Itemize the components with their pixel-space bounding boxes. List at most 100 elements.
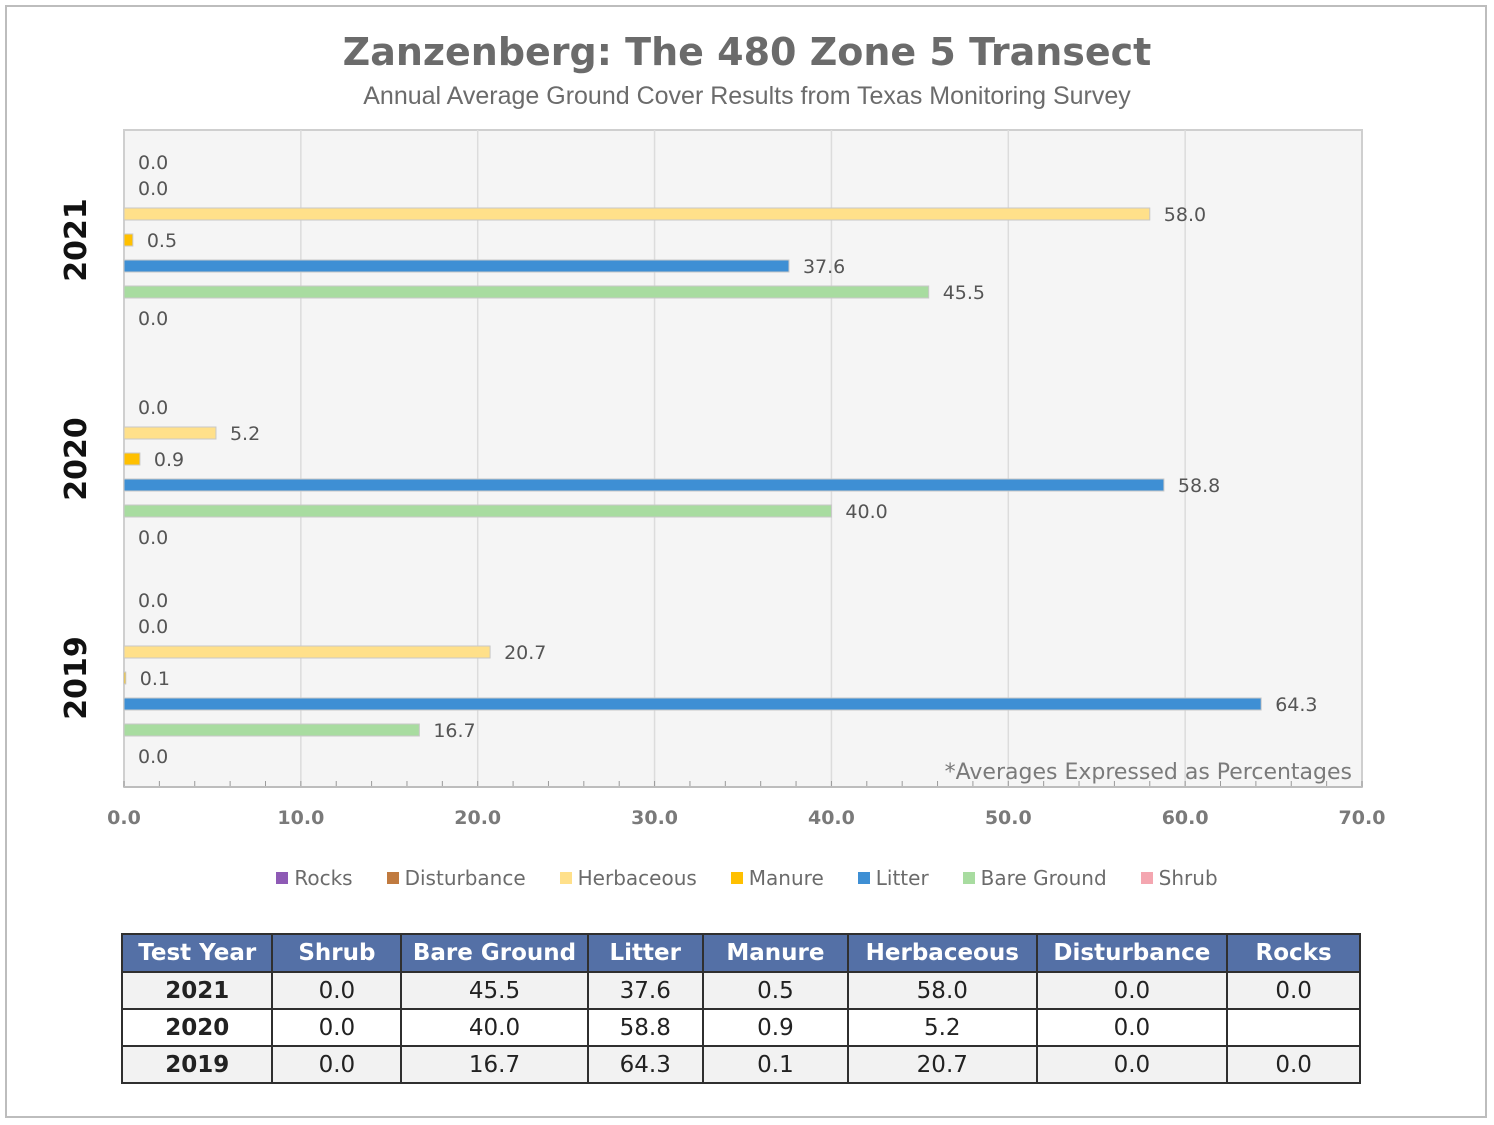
table-cell: 0.0 (271, 1008, 403, 1047)
legend-label: Shrub (1158, 866, 1218, 890)
table-row: 2019 0.0 16.7 64.3 0.1 20.7 0.0 0.0 (120, 1045, 1361, 1084)
legend-item: Bare Ground (962, 866, 1107, 890)
legend-item: Manure (730, 866, 824, 890)
table-header-cell: Shrub (271, 933, 403, 973)
data-label: 0.9 (154, 449, 184, 471)
chart-note: *Averages Expressed as Percentages (945, 760, 1352, 785)
bar-herbaceous (123, 426, 217, 440)
table-header-cell: Test Year (120, 933, 274, 973)
table-row: 2021 0.0 45.5 37.6 0.5 58.0 0.0 0.0 (120, 971, 1361, 1010)
legend-swatch (386, 872, 399, 884)
legend-item: Disturbance (386, 866, 526, 890)
bar-manure (123, 233, 134, 247)
y-category-label: 2020 (59, 417, 94, 501)
legend-swatch (1140, 872, 1153, 884)
bar-litter (123, 259, 790, 273)
table-header-cell: Bare Ground (400, 933, 589, 973)
legend-label: Manure (748, 866, 824, 890)
y-category-label: 2019 (59, 636, 94, 720)
table-cell: 2019 (120, 1045, 274, 1084)
data-label: 58.8 (1178, 475, 1220, 497)
table-cell: 0.9 (701, 1008, 849, 1047)
table-cell: 37.6 (586, 971, 704, 1010)
data-label: 0.0 (138, 746, 168, 768)
chart-subtitle: Annual Average Ground Cover Results from… (363, 82, 1131, 110)
bar-manure (123, 452, 141, 466)
bar-chart: 0.0 10.0 20.0 30.0 40.0 50.0 60.0 70.0 2021 0.0 0.… (59, 129, 1386, 829)
x-tick-label: 40.0 (808, 807, 855, 829)
bar-manure (123, 671, 127, 685)
legend-swatch (962, 872, 975, 884)
table-cell: 2020 (120, 1008, 274, 1047)
data-label: 0.0 (138, 397, 168, 419)
bar-bare-ground (123, 723, 420, 737)
table-header-cell: Disturbance (1035, 933, 1229, 973)
table-cell: 58.0 (846, 971, 1038, 1010)
bar-litter (123, 697, 1262, 711)
table-cell: 0.0 (1035, 1045, 1229, 1084)
data-label: 0.0 (138, 616, 168, 638)
table-cell: 40.0 (400, 1008, 589, 1047)
x-tick-label: 10.0 (277, 807, 324, 829)
legend-swatch (276, 872, 289, 884)
table-header-cell: Herbaceous (846, 933, 1038, 973)
data-label: 0.1 (140, 668, 170, 690)
data-label: 0.0 (138, 152, 168, 174)
legend-label: Rocks (294, 866, 353, 890)
data-label: 0.5 (147, 230, 177, 252)
data-label: 16.7 (433, 720, 475, 742)
x-tick-label: 0.0 (107, 807, 141, 829)
table-cell: 0.0 (1035, 971, 1229, 1010)
data-table: Test Year Shrub Bare Ground Litter Manure Her… (120, 933, 1361, 1084)
data-label: 40.0 (845, 501, 887, 523)
plot-area (123, 129, 1363, 788)
table-cell: 0.0 (1226, 1045, 1361, 1084)
bar-bare-ground (123, 504, 832, 518)
data-label: 0.0 (138, 590, 168, 612)
legend-label: Herbaceous (577, 866, 697, 890)
data-label: 20.7 (504, 642, 546, 664)
x-tick-label: 60.0 (1162, 807, 1209, 829)
legend-item: Litter (857, 866, 929, 890)
table-header-cell: Rocks (1226, 933, 1361, 973)
legend-item: Rocks (276, 866, 353, 890)
data-label: 37.6 (803, 256, 845, 278)
table-cell: 20.7 (846, 1045, 1038, 1084)
x-tick-label: 70.0 (1339, 807, 1386, 829)
table-cell (1226, 1008, 1361, 1047)
table-cell: 64.3 (586, 1045, 704, 1084)
table-cell: 0.0 (1226, 971, 1361, 1010)
data-label: 64.3 (1275, 694, 1317, 716)
legend-swatch (559, 872, 572, 884)
table-cell: 45.5 (400, 971, 589, 1010)
bar-herbaceous (123, 207, 1151, 221)
data-label: 0.0 (138, 178, 168, 200)
table-cell: 16.7 (400, 1045, 589, 1084)
table-cell: 0.0 (271, 1045, 403, 1084)
x-tick-label: 20.0 (454, 807, 501, 829)
x-tick-label: 30.0 (631, 807, 678, 829)
bar-bare-ground (123, 285, 930, 299)
legend-item: Shrub (1140, 866, 1218, 890)
table-header-row: Test Year Shrub Bare Ground Litter Manure Her… (120, 933, 1361, 973)
table-header-cell: Litter (586, 933, 704, 973)
table-cell: 5.2 (846, 1008, 1038, 1047)
chart-title: Zanzenberg: The 480 Zone 5 Transect (342, 30, 1152, 74)
table-cell: 2021 (120, 971, 274, 1010)
data-label: 0.0 (138, 308, 168, 330)
legend-item: Herbaceous (559, 866, 697, 890)
bar-herbaceous (123, 645, 491, 659)
data-label: 0.0 (138, 527, 168, 549)
table-cell: 58.8 (586, 1008, 704, 1047)
legend-swatch (857, 872, 870, 884)
data-label: 45.5 (943, 282, 985, 304)
data-label: 5.2 (230, 423, 260, 445)
legend-label: Disturbance (404, 866, 526, 890)
x-tick-label: 50.0 (985, 807, 1032, 829)
y-category-label: 2021 (59, 198, 94, 282)
table-cell: 0.0 (271, 971, 403, 1010)
legend-label: Litter (875, 866, 929, 890)
legend-label: Bare Ground (980, 866, 1107, 890)
table-cell: 0.1 (701, 1045, 849, 1084)
bar-litter (123, 478, 1165, 492)
